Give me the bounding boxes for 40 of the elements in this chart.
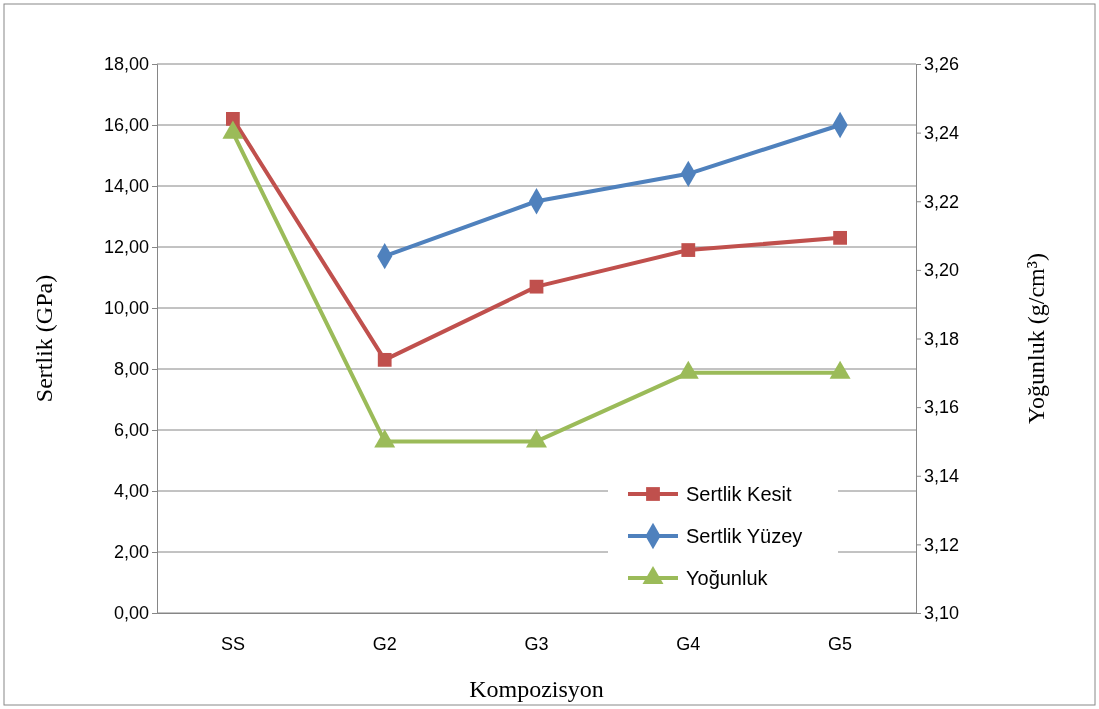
y2-tick-label: 3,12	[924, 534, 960, 555]
y-tick-label: 6,00	[113, 420, 149, 441]
point	[677, 360, 699, 379]
point	[829, 360, 851, 379]
y-tick-label: 14,00	[103, 176, 149, 197]
y-tick-label: 16,00	[103, 115, 149, 136]
y-tick-label: 8,00	[113, 359, 149, 380]
x-tick-label: G5	[828, 633, 853, 654]
point	[529, 279, 544, 294]
y2-tick-label: 3,14	[924, 466, 960, 487]
point	[226, 112, 240, 126]
legend-label: Sertlik Yüzey	[686, 525, 803, 547]
x-tick-label: G2	[372, 633, 397, 654]
legend-label: Yoğunluk	[686, 567, 769, 589]
y2-axis-title: Yoğunluk (g/cm³)	[1023, 253, 1049, 424]
point	[833, 230, 847, 245]
y2-tick-label: 3,22	[924, 191, 960, 212]
point	[526, 429, 547, 448]
y-tick-label: 4,00	[113, 481, 149, 502]
x-tick-label: SS	[220, 633, 245, 654]
y-tick-label: 10,00	[103, 298, 149, 319]
y2-tick-label: 3,10	[924, 603, 960, 624]
y2-tick-label: 3,26	[924, 54, 960, 75]
y2-tick-label: 3,20	[924, 260, 960, 281]
y2-tick-label: 3,18	[924, 328, 960, 349]
x-tick-label: G4	[676, 633, 701, 654]
y-axis-title: Sertlik (GPa)	[31, 274, 57, 403]
y-tick-label: 18,00	[103, 54, 149, 75]
y-tick-label: 12,00	[103, 237, 149, 258]
point	[222, 120, 244, 139]
point	[374, 429, 396, 448]
y2-tick-label: 3,24	[924, 122, 960, 143]
y-tick-label: 2,00	[113, 542, 149, 563]
y-tick-label: 0,00	[113, 603, 149, 624]
x-axis-title: Kompozisyon	[469, 676, 604, 702]
y2-tick-label: 3,16	[924, 397, 960, 418]
legend-label: Sertlik Kesit	[686, 483, 793, 505]
point	[681, 243, 696, 257]
x-tick-label: G3	[524, 633, 549, 654]
point	[377, 352, 392, 367]
